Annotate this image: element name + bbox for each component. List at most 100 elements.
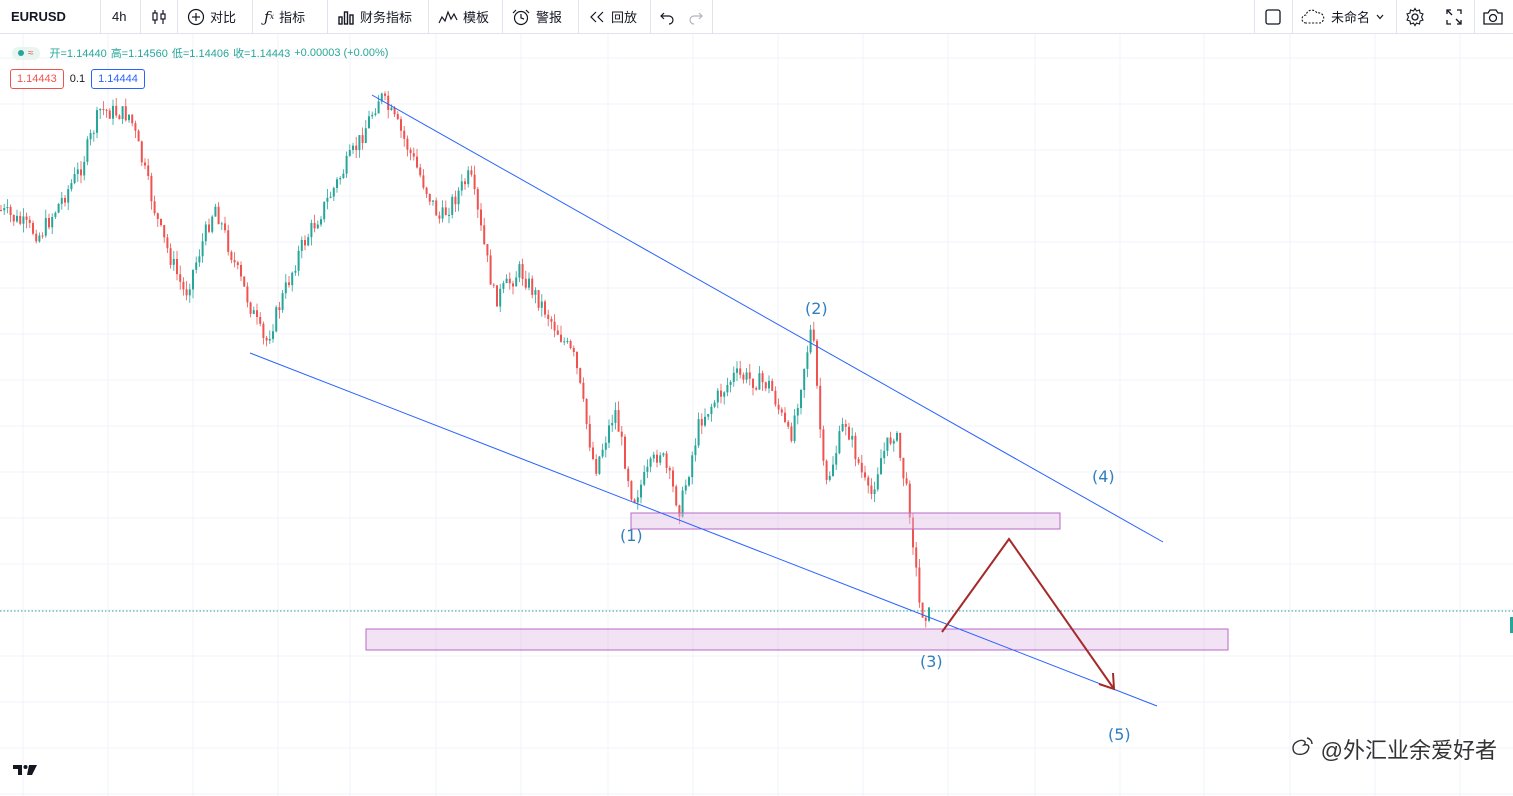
rewind-icon xyxy=(588,8,606,26)
candle-body xyxy=(192,269,194,290)
candle-body xyxy=(899,432,902,458)
candle-body xyxy=(656,454,658,463)
candle-body xyxy=(502,283,505,289)
sell-price-button[interactable]: 1.14443 xyxy=(10,69,64,89)
candle-body xyxy=(147,165,150,176)
candle-body xyxy=(560,334,562,342)
candle-body xyxy=(547,314,550,319)
replay-label: 回放 xyxy=(611,10,638,25)
candle-body xyxy=(195,262,198,270)
templates-icon xyxy=(438,8,458,26)
undo-button[interactable] xyxy=(659,0,675,33)
ohlc-legend: ≈ 开=1.14440 高=1.14560 低=1.14406 收=1.1444… xyxy=(12,44,388,62)
candle-body xyxy=(0,210,2,211)
projection-path[interactable] xyxy=(941,537,1115,690)
candle-body xyxy=(432,200,434,202)
candle-body xyxy=(627,468,630,482)
watermark-text: @外汇业余爱好者 xyxy=(1320,738,1497,763)
candle-body xyxy=(348,150,351,156)
drawings xyxy=(0,94,1513,707)
candle-body xyxy=(64,198,66,203)
channel-upper-trendline[interactable] xyxy=(371,94,1164,543)
templates-button[interactable]: 模板 xyxy=(438,0,489,33)
candle-body xyxy=(419,167,422,176)
candle-body xyxy=(396,114,399,120)
candle-body xyxy=(22,216,25,224)
candle-body xyxy=(230,251,233,261)
legend-open: 开=1.14440 xyxy=(49,48,107,60)
snapshot-button[interactable] xyxy=(1482,0,1504,33)
tradingview-logo[interactable] xyxy=(12,762,38,782)
candle-body xyxy=(739,368,742,375)
candle-body xyxy=(579,368,582,383)
candle-body xyxy=(201,241,204,257)
candle-body xyxy=(633,499,636,503)
candle-body xyxy=(307,237,310,246)
candlestick-series xyxy=(0,91,930,628)
candle-body xyxy=(700,419,703,426)
wave-label-1[interactable]: (1) xyxy=(620,526,643,545)
candle-body xyxy=(524,278,527,288)
wave-label-5[interactable]: (5) xyxy=(1108,725,1131,744)
candle-body xyxy=(345,155,348,174)
price-chart[interactable] xyxy=(0,34,1513,796)
candle-body xyxy=(448,214,450,216)
wave-label-4[interactable]: (4) xyxy=(1092,467,1115,486)
candle-body xyxy=(489,255,492,285)
interval-button[interactable]: 4h xyxy=(112,0,126,33)
candle-body xyxy=(796,408,799,416)
candle-body xyxy=(403,130,406,139)
replay-button[interactable]: 回放 xyxy=(588,0,637,33)
candle-body xyxy=(240,265,242,277)
layout-menu-button[interactable]: 未命名 xyxy=(1300,0,1385,33)
interval-label: 4h xyxy=(112,9,127,24)
wave-label-3[interactable]: (3) xyxy=(920,652,943,671)
redo-button[interactable] xyxy=(688,0,704,33)
compare-button[interactable]: 对比 xyxy=(187,0,236,33)
candle-body xyxy=(681,490,684,517)
candle-body xyxy=(156,213,159,219)
chart-type-button[interactable] xyxy=(150,0,168,33)
settings-button[interactable] xyxy=(1405,0,1425,33)
candle-body xyxy=(531,278,534,295)
financials-button[interactable]: 财务指标 xyxy=(337,0,412,33)
candle-body xyxy=(355,145,358,151)
fullscreen-button[interactable] xyxy=(1445,0,1463,33)
alerts-button[interactable]: 警报 xyxy=(511,0,562,33)
candle-body xyxy=(163,225,166,238)
support-zone-lower[interactable] xyxy=(365,628,1229,651)
chart-grid xyxy=(0,34,1513,796)
cloud-icon xyxy=(1300,9,1326,25)
legend-change: +0.00003 (+0.00%) xyxy=(294,47,389,59)
toolbar-divider xyxy=(252,0,253,33)
candle-body xyxy=(128,114,130,121)
candle-body xyxy=(259,317,262,324)
wave-label-2[interactable]: (2) xyxy=(805,299,828,318)
candle-body xyxy=(908,483,911,518)
candle-body xyxy=(38,235,41,242)
fullscreen-toggle-button[interactable] xyxy=(1264,0,1282,33)
candle-body xyxy=(483,225,486,245)
candle-body xyxy=(41,235,44,237)
spread-label: 0.1 xyxy=(69,73,86,85)
support-zone-upper[interactable] xyxy=(630,512,1061,530)
candle-body xyxy=(384,93,386,96)
square-icon xyxy=(1264,8,1282,26)
candle-body xyxy=(438,215,441,219)
candle-body xyxy=(284,282,287,294)
buy-price-button[interactable]: 1.14444 xyxy=(91,69,145,89)
candle-body xyxy=(684,485,687,491)
candle-body xyxy=(457,190,460,205)
candle-body xyxy=(310,223,313,238)
channel-lower-trendline[interactable] xyxy=(249,352,1158,707)
candle-body xyxy=(777,404,780,410)
candle-body xyxy=(608,425,610,443)
candle-body xyxy=(755,387,758,390)
market-status-badge[interactable]: ≈ xyxy=(12,46,40,60)
symbol-search-button[interactable]: EURUSD xyxy=(11,0,66,33)
candle-body xyxy=(924,617,927,621)
toolbar-divider xyxy=(578,0,579,33)
candle-body xyxy=(297,250,300,271)
candle-body xyxy=(265,337,268,341)
